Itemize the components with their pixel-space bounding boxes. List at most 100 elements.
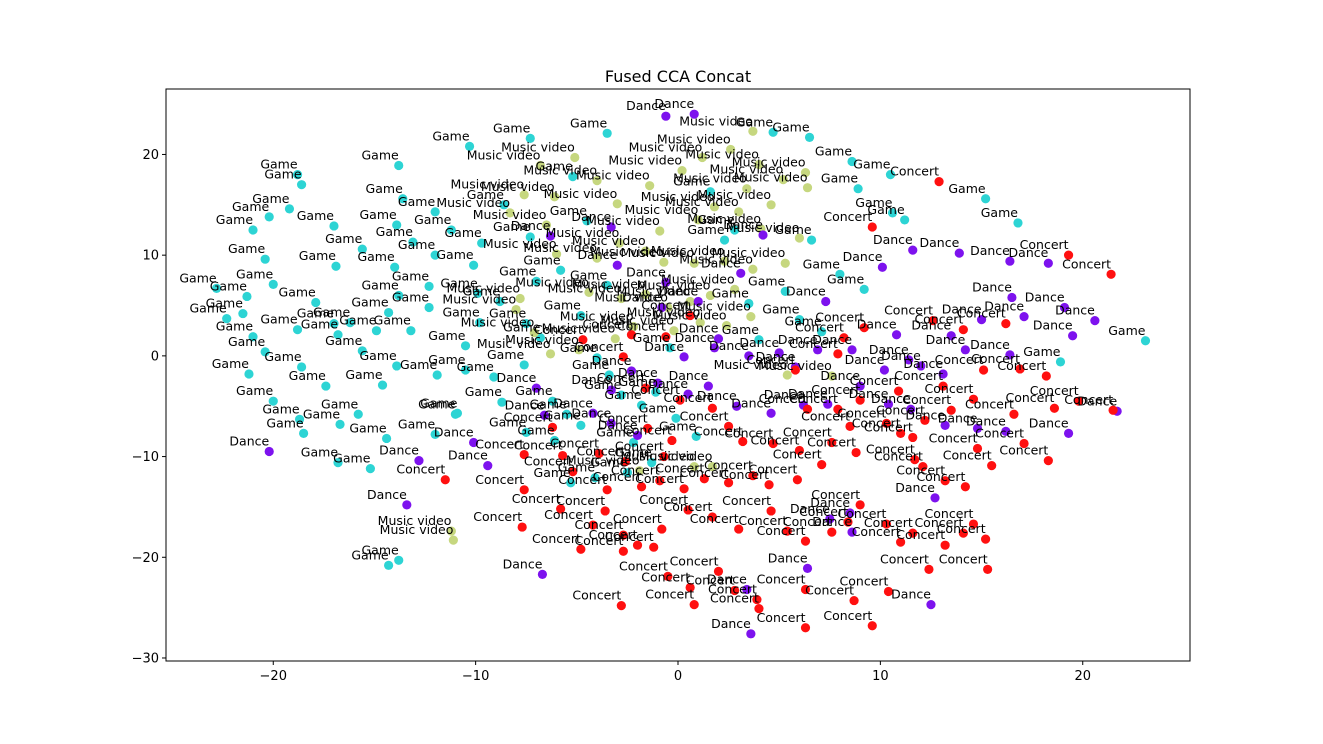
point-label-concert: Concert [773, 447, 822, 462]
point-label-concert: Concert [1030, 383, 1079, 398]
point-label-concert: Concert [605, 529, 654, 544]
point-label-game: Game [420, 395, 458, 410]
point-label-dance: Dance [709, 338, 749, 353]
point-game [691, 431, 701, 442]
point-label-game: Game [633, 330, 671, 345]
point-label-game: Game [366, 181, 404, 196]
point-game [284, 204, 295, 214]
point-music-video [719, 256, 730, 266]
point-label-game: Game [297, 306, 335, 321]
point-label-concert: Concert [997, 358, 1046, 373]
point-label-concert: Concert [645, 587, 694, 602]
point-music-video [748, 126, 758, 136]
point-game [353, 409, 363, 419]
point-label-game: Game [489, 414, 527, 429]
point-game [430, 429, 440, 440]
point-label-concert: Concert [815, 310, 864, 325]
point-dance [972, 423, 983, 433]
point-game [521, 319, 531, 329]
point-concert [768, 438, 778, 449]
point-label-concert: Concert [663, 390, 712, 405]
point-game [887, 208, 898, 218]
point-music-video [505, 208, 515, 218]
point-label-dance: Dance [571, 209, 611, 224]
point-game [446, 225, 456, 235]
point-label-concert: Concert [635, 471, 684, 486]
point-dance [1019, 311, 1029, 322]
point-label-concert: Concert [894, 368, 943, 383]
point-label-concert: Concert [623, 422, 672, 437]
point-label-music-video: Music video [629, 139, 703, 154]
point-concert [519, 449, 529, 460]
point-label-concert: Concert [999, 443, 1048, 458]
point-label-dance: Dance [820, 368, 860, 383]
point-concert [643, 423, 653, 433]
point-label-concert: Concert [957, 306, 1006, 321]
point-concert [1041, 371, 1051, 381]
point-label-music-video: Music video [657, 131, 731, 146]
point-label-game: Game [321, 396, 359, 411]
point-label-concert: Concert [724, 425, 773, 440]
point-game [264, 212, 274, 222]
point-label-game: Game [333, 451, 371, 466]
point-label-game: Game [206, 296, 244, 311]
point-label-game: Game [544, 407, 582, 422]
point-label-concert: Concert [811, 487, 860, 502]
point-label-concert: Concert [838, 405, 887, 420]
point-game [242, 291, 252, 302]
point-label-dance: Dance [845, 352, 885, 367]
point-label-concert: Concert [514, 438, 563, 453]
point-label-concert: Concert [680, 408, 729, 423]
point-game [333, 458, 343, 468]
point-game [719, 235, 730, 245]
point-label-game: Game [362, 277, 400, 292]
point-concert [632, 540, 643, 550]
point-music-video [634, 466, 645, 476]
point-label-dance: Dance [229, 434, 269, 449]
point-game [525, 232, 535, 242]
point-concert [940, 476, 950, 486]
point-label-game: Game [398, 416, 436, 431]
point-concert [707, 403, 718, 413]
point-game [497, 397, 507, 407]
point-label-game: Game [762, 302, 800, 317]
point-game [394, 160, 404, 171]
point-concert [685, 582, 695, 593]
point-label-concert: Concert [599, 410, 648, 425]
point-label-game: Game [465, 384, 503, 399]
point-concert [764, 480, 774, 490]
point-music-video [549, 192, 560, 202]
point-game [817, 327, 827, 337]
point-label-game: Game [697, 212, 735, 227]
point-game [211, 283, 222, 293]
point-label-game: Game [362, 542, 400, 557]
point-label-concert: Concert [722, 493, 771, 508]
point-concert [440, 475, 450, 485]
point-concert [641, 383, 651, 393]
point-label-game: Game [517, 422, 555, 437]
point-label-game: Game [400, 357, 438, 372]
point-concert [896, 428, 906, 439]
point-label-music-video: Music video [436, 195, 510, 210]
point-concert [843, 517, 853, 527]
point-game [475, 318, 485, 328]
point-label-concert: Concert [512, 491, 561, 506]
point-concert [855, 395, 865, 405]
point-concert [748, 471, 758, 481]
point-label-music-video: Music video [734, 170, 808, 185]
point-music-video [778, 175, 788, 185]
point-label-concert: Concert [550, 436, 599, 451]
point-label-music-video: Music video [637, 277, 711, 292]
point-game [547, 396, 558, 406]
point-label-concert: Concert [663, 499, 712, 514]
point-label-music-video: Music video [572, 276, 646, 291]
point-label-music-video: Music video [732, 155, 806, 170]
point-game [651, 387, 661, 397]
point-label-concert: Concert [757, 572, 806, 587]
point-concert [616, 601, 626, 611]
point-game [1013, 218, 1023, 228]
point-music-video [574, 345, 584, 355]
point-dance [855, 381, 865, 391]
point-concert [908, 528, 918, 538]
point-label-game: Game [279, 284, 317, 299]
